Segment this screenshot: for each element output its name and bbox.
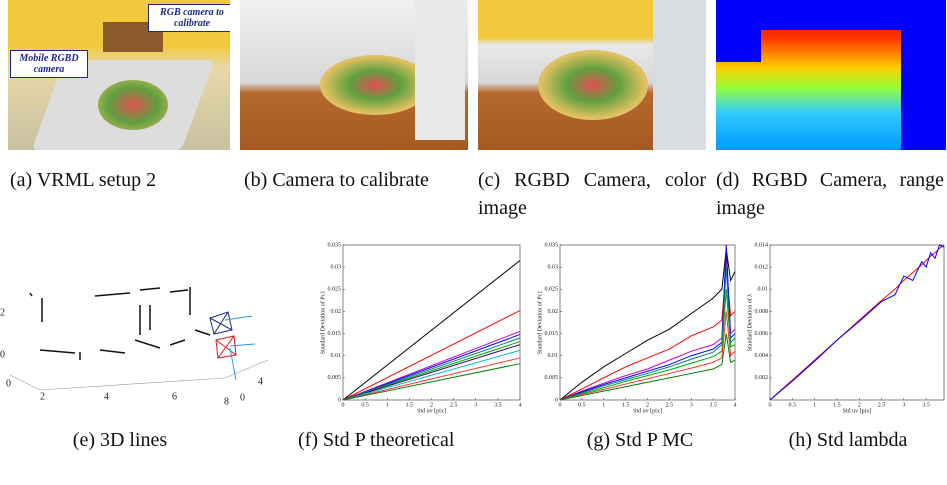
y-tick-label: 0.02	[548, 309, 559, 315]
y-tick-label: 0.002	[755, 375, 769, 381]
y-tick-label: 0.005	[545, 375, 559, 381]
tick-label: 0	[240, 392, 245, 403]
y-tick-label: 0.035	[545, 242, 559, 248]
y-tick-label: 0.01	[331, 353, 342, 359]
y-tick-label: 0.005	[328, 375, 342, 381]
y-tick-label: 0.025	[328, 287, 342, 293]
tick-label: 8	[224, 396, 229, 407]
y-tick-label: 0.03	[548, 265, 559, 271]
tick-label: 4	[104, 391, 109, 402]
tick-label: 6	[172, 391, 177, 402]
x-axis-label: Std uv [pix]	[417, 408, 446, 414]
tick-label: 4	[258, 376, 263, 387]
x-tick-label: 0	[559, 402, 562, 408]
y-tick-label: 0	[338, 397, 341, 403]
x-tick-label: 0.5	[578, 402, 586, 408]
y-axis-label: Standard Deviation of Pc1	[319, 291, 326, 355]
x-tick-label: 2.5	[450, 402, 458, 408]
tick-label: 2	[0, 307, 5, 318]
cameras-3d	[210, 312, 255, 380]
y-tick-label: 0.015	[328, 331, 342, 337]
x-tick-label: 3	[902, 402, 905, 408]
y-tick-label: 0.02	[331, 309, 342, 315]
x-tick-label: 4	[734, 402, 737, 408]
y-axis-label: Standard Deviation of Pc1	[536, 291, 543, 355]
y-tick-label: 0.01	[758, 287, 769, 293]
x-tick-label: 3.5	[494, 402, 502, 408]
x-tick-label: 2.5	[666, 402, 674, 408]
y-tick-label: 0.008	[755, 309, 769, 315]
x-tick-label: 1.5	[833, 402, 841, 408]
x-tick-label: 3.5	[922, 402, 930, 408]
y-tick-label: 0.01	[548, 353, 559, 359]
x-tick-label: 3	[690, 402, 693, 408]
y-tick-label: 0.035	[328, 242, 342, 248]
x-tick-label: 1	[813, 402, 816, 408]
y-tick-label: 0.025	[545, 287, 559, 293]
x-axis-label: Std uv [pix]	[843, 408, 872, 414]
y-tick-label: 0.006	[755, 331, 769, 337]
x-tick-label: 0	[342, 402, 345, 408]
y-tick-label: 0.012	[755, 265, 769, 271]
x-tick-label: 3	[474, 402, 477, 408]
x-tick-label: 0	[769, 402, 772, 408]
x-tick-label: 0.5	[789, 402, 797, 408]
x-tick-label: 4	[519, 402, 522, 408]
y-tick-label: 0.004	[755, 353, 769, 359]
x-tick-label: 2.5	[878, 402, 886, 408]
plot-frame	[343, 245, 520, 400]
x-tick-label: 3.5	[709, 402, 717, 408]
plot-frame	[560, 245, 735, 400]
y-tick-label: 0	[555, 397, 558, 403]
y-tick-label: 0.03	[331, 265, 342, 271]
x-tick-label: 0.5	[361, 402, 369, 408]
axis-3d	[10, 360, 268, 390]
tick-label: 0	[0, 349, 5, 360]
x-tick-label: 1.5	[406, 402, 414, 408]
x-tick-label: 1.5	[622, 402, 630, 408]
lines-3d	[30, 287, 210, 360]
tick-label: 2	[40, 391, 45, 402]
y-tick-label: 0.014	[755, 242, 769, 248]
x-tick-label: 1	[386, 402, 389, 408]
y-axis-label: Standard Deviation of λ	[746, 294, 753, 351]
x-tick-label: 1	[602, 402, 605, 408]
x-axis-label: Std uv [pix]	[633, 408, 662, 414]
plots: 2 4 6 8 0 4 2 0 0 00.511.522.533.5400.00…	[0, 0, 947, 485]
y-tick-label: 0.015	[545, 331, 559, 337]
page: RGB camera to calibrate Mobile RGBD came…	[0, 0, 947, 485]
tick-label: 0	[6, 378, 11, 389]
